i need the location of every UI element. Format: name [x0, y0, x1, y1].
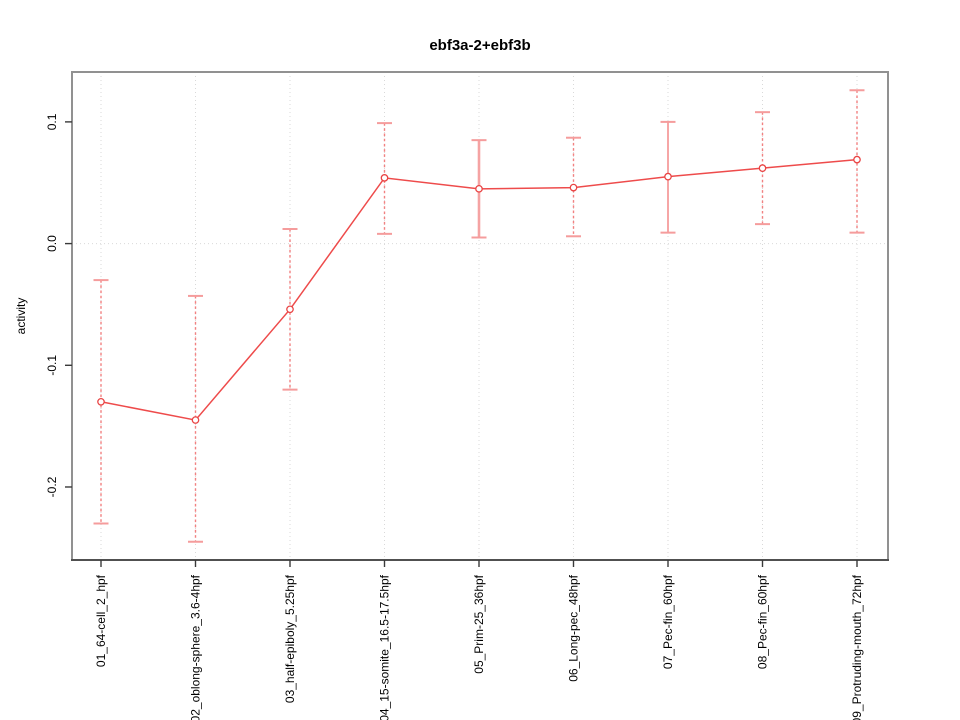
y-tick-label: -0.1: [45, 355, 59, 376]
data-point-marker: [758, 164, 767, 172]
y-axis-label: activity: [14, 298, 28, 335]
x-tick-label: 03_half-epiboly_5.25hpf: [283, 574, 297, 703]
data-point-markers: [97, 155, 861, 424]
x-tick-label: 02_oblong-sphere_3.6-4hpf: [189, 574, 203, 720]
data-point-marker: [475, 184, 483, 193]
plot-frame: [71, 71, 889, 561]
x-tick-label: 05_Prim-25_36hpf: [472, 574, 486, 673]
data-point-marker: [853, 155, 861, 164]
gridlines: [72, 72, 888, 560]
x-tick-label: 07_Pec-fin_60hpf: [661, 574, 675, 669]
x-tick-label: 04_15-somite_16.5-17.5hpf: [378, 574, 392, 720]
x-tick-label: 06_Long-pec_48hpf: [567, 574, 581, 681]
data-point-marker: [569, 183, 578, 192]
axes: 0.1 0.0 -0.1 -0.2 01_64-cell_2_hpf 02_oblong-…: [45, 113, 864, 720]
x-tick-label: 08_Pec-fin_60hpf: [756, 574, 770, 669]
y-tick-label: 0.1: [45, 113, 59, 130]
x-tick-label: 09_Protruding-mouth_72hpf: [850, 574, 864, 720]
data-point-marker: [380, 174, 389, 182]
data-point-marker: [664, 172, 672, 181]
chart-title: ebf3a-2+ebf3b: [429, 37, 530, 54]
y-tick-label: 0.0: [45, 235, 59, 252]
data-point-marker: [286, 305, 294, 314]
y-tick-label: -0.2: [45, 476, 59, 497]
data-point-marker: [97, 397, 105, 406]
data-point-marker: [191, 416, 200, 424]
x-tick-label: 01_64-cell_2_hpf: [94, 574, 108, 667]
